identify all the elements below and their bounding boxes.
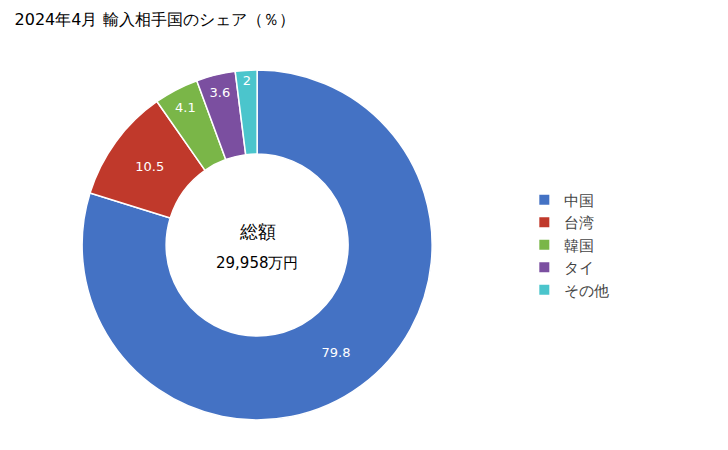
- svg-text:中国: 中国: [564, 192, 594, 210]
- svg-text:台湾: 台湾: [564, 214, 594, 232]
- svg-text:3.6: 3.6: [210, 85, 231, 100]
- svg-text:4.1: 4.1: [175, 100, 196, 115]
- svg-text:10.5: 10.5: [135, 159, 164, 174]
- svg-text:29,958万円: 29,958万円: [216, 254, 299, 272]
- svg-text:2: 2: [243, 73, 251, 88]
- svg-text:韓国: 韓国: [564, 237, 594, 255]
- svg-text:タイ: タイ: [564, 259, 594, 277]
- svg-text:79.8: 79.8: [321, 345, 350, 360]
- svg-text:2024年4月 輸入相手国のシェア（％）: 2024年4月 輸入相手国のシェア（％）: [15, 10, 295, 29]
- svg-text:総額: 総額: [239, 221, 276, 242]
- svg-text:その他: その他: [564, 282, 609, 300]
